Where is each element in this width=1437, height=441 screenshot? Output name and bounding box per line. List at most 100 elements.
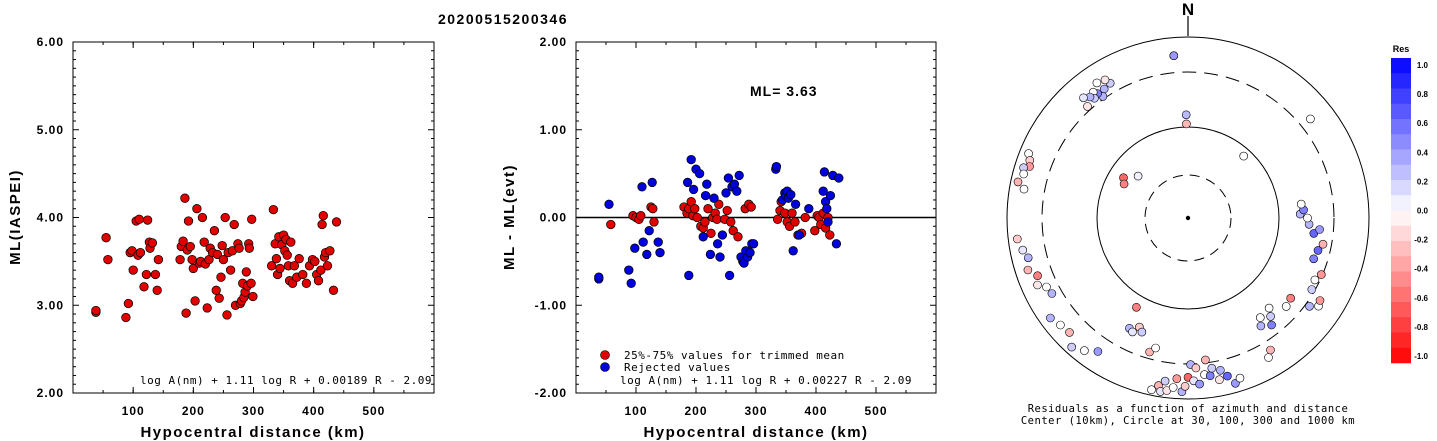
p1-data-point (123, 298, 134, 309)
station-marker (1151, 343, 1160, 353)
station-marker (1239, 151, 1248, 161)
station-marker (1160, 376, 1170, 386)
p2-data-point (694, 168, 705, 179)
p2-data-point (630, 243, 640, 253)
station-marker (1181, 110, 1191, 120)
p2-ytick-label: -2.00 (535, 386, 567, 400)
station-marker (1147, 385, 1156, 395)
azimuth-residual-map: N Residuals as a function of azimuth and… (1006, 0, 1370, 427)
p2-data-point (790, 217, 800, 227)
colorbar-cell (1391, 164, 1411, 181)
p1-data-point (212, 249, 223, 260)
p1-data-point (183, 216, 194, 226)
p1-data-point (268, 204, 279, 215)
p1-data-point (181, 308, 191, 318)
p2-data-point (804, 204, 814, 214)
station-marker (1119, 179, 1129, 189)
p2-data-point (604, 199, 614, 209)
station-marker (1309, 254, 1318, 264)
colorbar-cell (1391, 134, 1411, 150)
p2-data-point (734, 170, 744, 181)
p2-xtick-label: 100 (624, 404, 647, 418)
colorbar-tick-label: 0.0 (1417, 207, 1429, 216)
colorbar-title: Res (1393, 44, 1410, 54)
p2-data-point (653, 237, 663, 247)
station-marker (1145, 347, 1154, 357)
p1-data-point (153, 254, 164, 265)
p2-data-point (712, 214, 722, 224)
station-marker (1169, 51, 1179, 61)
p2-data-point (723, 173, 734, 183)
p1-data-point (310, 256, 320, 267)
p1-data-point (128, 265, 138, 275)
station-marker (1079, 93, 1088, 103)
p2-data-point (636, 211, 646, 221)
residual-colorbar: Res 1.0 0.8 0.6 0.4 0.2 0.0 -0.2 -0.4 -0.6 -0.8 -1… (1391, 44, 1429, 364)
p2-data-point (823, 217, 833, 227)
station-marker (1172, 374, 1182, 384)
p1-data-point (209, 226, 220, 236)
colorbar-tick-label: 0.6 (1417, 119, 1429, 128)
p2-data-point (606, 219, 616, 230)
p2-data-point (692, 212, 702, 223)
p1-data-point (214, 293, 224, 303)
p2-xtick-label: 500 (864, 404, 887, 418)
colorbar-cell (1391, 58, 1411, 74)
p1-data-point (313, 276, 324, 286)
p2-data-point (721, 188, 731, 198)
station-marker (1313, 246, 1323, 255)
colorbar-cell (1391, 119, 1411, 135)
p1-data-point (190, 296, 200, 306)
p1-data-point (244, 243, 254, 253)
plot2-xlabel: Hypocentral distance (km) (643, 424, 868, 441)
station-marker (1132, 302, 1141, 312)
p1-data-point (289, 261, 300, 271)
p2-data-point (638, 237, 648, 247)
station-marker (1092, 78, 1102, 88)
station-marker (1056, 320, 1065, 330)
station-marker (1100, 75, 1110, 85)
station-marker (1128, 327, 1137, 337)
p2-data-point (728, 226, 738, 236)
station-marker (1023, 253, 1033, 263)
p1-data-point (298, 269, 308, 280)
station-marker (1067, 342, 1076, 352)
p1-data-point (318, 211, 328, 221)
p2-data-point (637, 182, 647, 192)
event-title: 20200515200346 (438, 11, 568, 27)
p2-data-point (818, 186, 828, 196)
station-marker (1023, 265, 1033, 275)
p2-data-point (624, 265, 634, 275)
station-marker (1012, 234, 1022, 244)
p2-data-point (642, 249, 652, 260)
station-marker (1019, 169, 1029, 179)
station-marker (1033, 271, 1042, 281)
p1-data-point (331, 217, 342, 227)
p1-data-point (197, 212, 208, 223)
p1-ytick-label: 3.00 (37, 298, 64, 312)
p2-data-point (594, 272, 604, 282)
station-marker (1315, 225, 1324, 234)
p2-data-point (724, 270, 735, 281)
p1-data-point (282, 250, 292, 260)
p1-data-point (241, 267, 251, 277)
p1-data-point (271, 254, 282, 264)
p1-data-point (147, 238, 158, 248)
residual-vs-distance-plot: 100 200 300 400 500 -2.00 -1.00 0.00 1.00 2.00 ML… (501, 35, 937, 441)
station-marker (1267, 320, 1276, 330)
station-marker (1266, 312, 1275, 321)
p1-data-point (185, 241, 195, 252)
p2-data-point (748, 239, 759, 249)
p2-data-point (810, 226, 820, 236)
p2-data-point (819, 167, 830, 177)
p2-data-point (644, 226, 654, 236)
p1-data-point (247, 214, 257, 224)
p1-data-point (325, 246, 335, 256)
colorbar-tick-label: 0.8 (1417, 90, 1429, 99)
station-marker (1235, 373, 1245, 383)
p1-data-point (275, 263, 285, 274)
station-marker (1264, 353, 1273, 362)
p2-data-point (688, 184, 699, 195)
p1-data-point (316, 265, 326, 275)
legend-label-trimmed: 25%-75% values for trimmed mean (624, 349, 845, 362)
